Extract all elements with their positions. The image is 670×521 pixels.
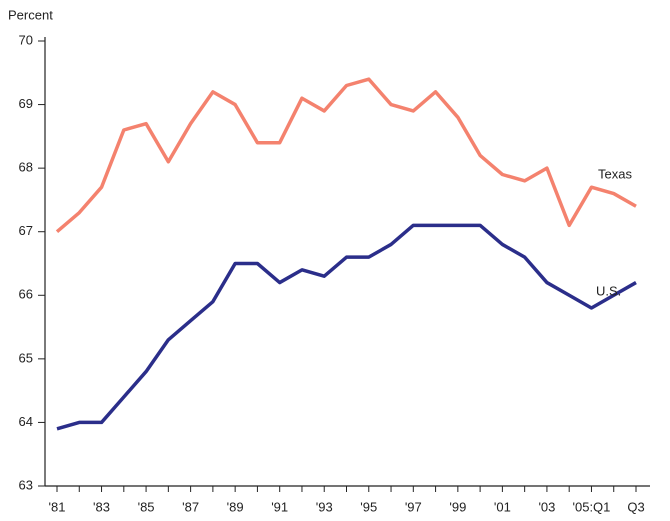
y-tick-label: 64 xyxy=(19,414,33,429)
y-tick-label: 67 xyxy=(19,223,33,238)
series-line xyxy=(56,223,637,431)
x-tick-label: '01 xyxy=(494,499,511,514)
y-tick-label: 65 xyxy=(19,350,33,365)
y-tick-label: 69 xyxy=(19,96,33,111)
x-tick-label: '97 xyxy=(405,499,422,514)
x-tick-label: '81 xyxy=(49,499,66,514)
x-tick-label: '99 xyxy=(449,499,466,514)
x-tick-label: '95 xyxy=(360,499,377,514)
y-tick-label: 70 xyxy=(19,32,33,47)
series-label: Texas xyxy=(598,166,632,181)
x-tick-label: '83 xyxy=(93,499,110,514)
y-tick-label: 66 xyxy=(19,287,33,302)
x-tick-label: '87 xyxy=(182,499,199,514)
series-label: U.S. xyxy=(596,283,621,298)
series-line xyxy=(55,77,637,234)
x-tick-label: '85 xyxy=(138,499,155,514)
x-tick-label: '89 xyxy=(227,499,244,514)
y-tick-label: 63 xyxy=(19,477,33,492)
x-tick-label: '91 xyxy=(271,499,288,514)
x-tick-label: Q3 xyxy=(627,499,644,514)
x-tick-label: '03 xyxy=(538,499,555,514)
x-tick-label: '05:Q1 xyxy=(573,499,611,514)
y-axis-label: Percent xyxy=(8,7,53,22)
y-tick-label: 68 xyxy=(19,160,33,175)
x-tick-label: '93 xyxy=(316,499,333,514)
